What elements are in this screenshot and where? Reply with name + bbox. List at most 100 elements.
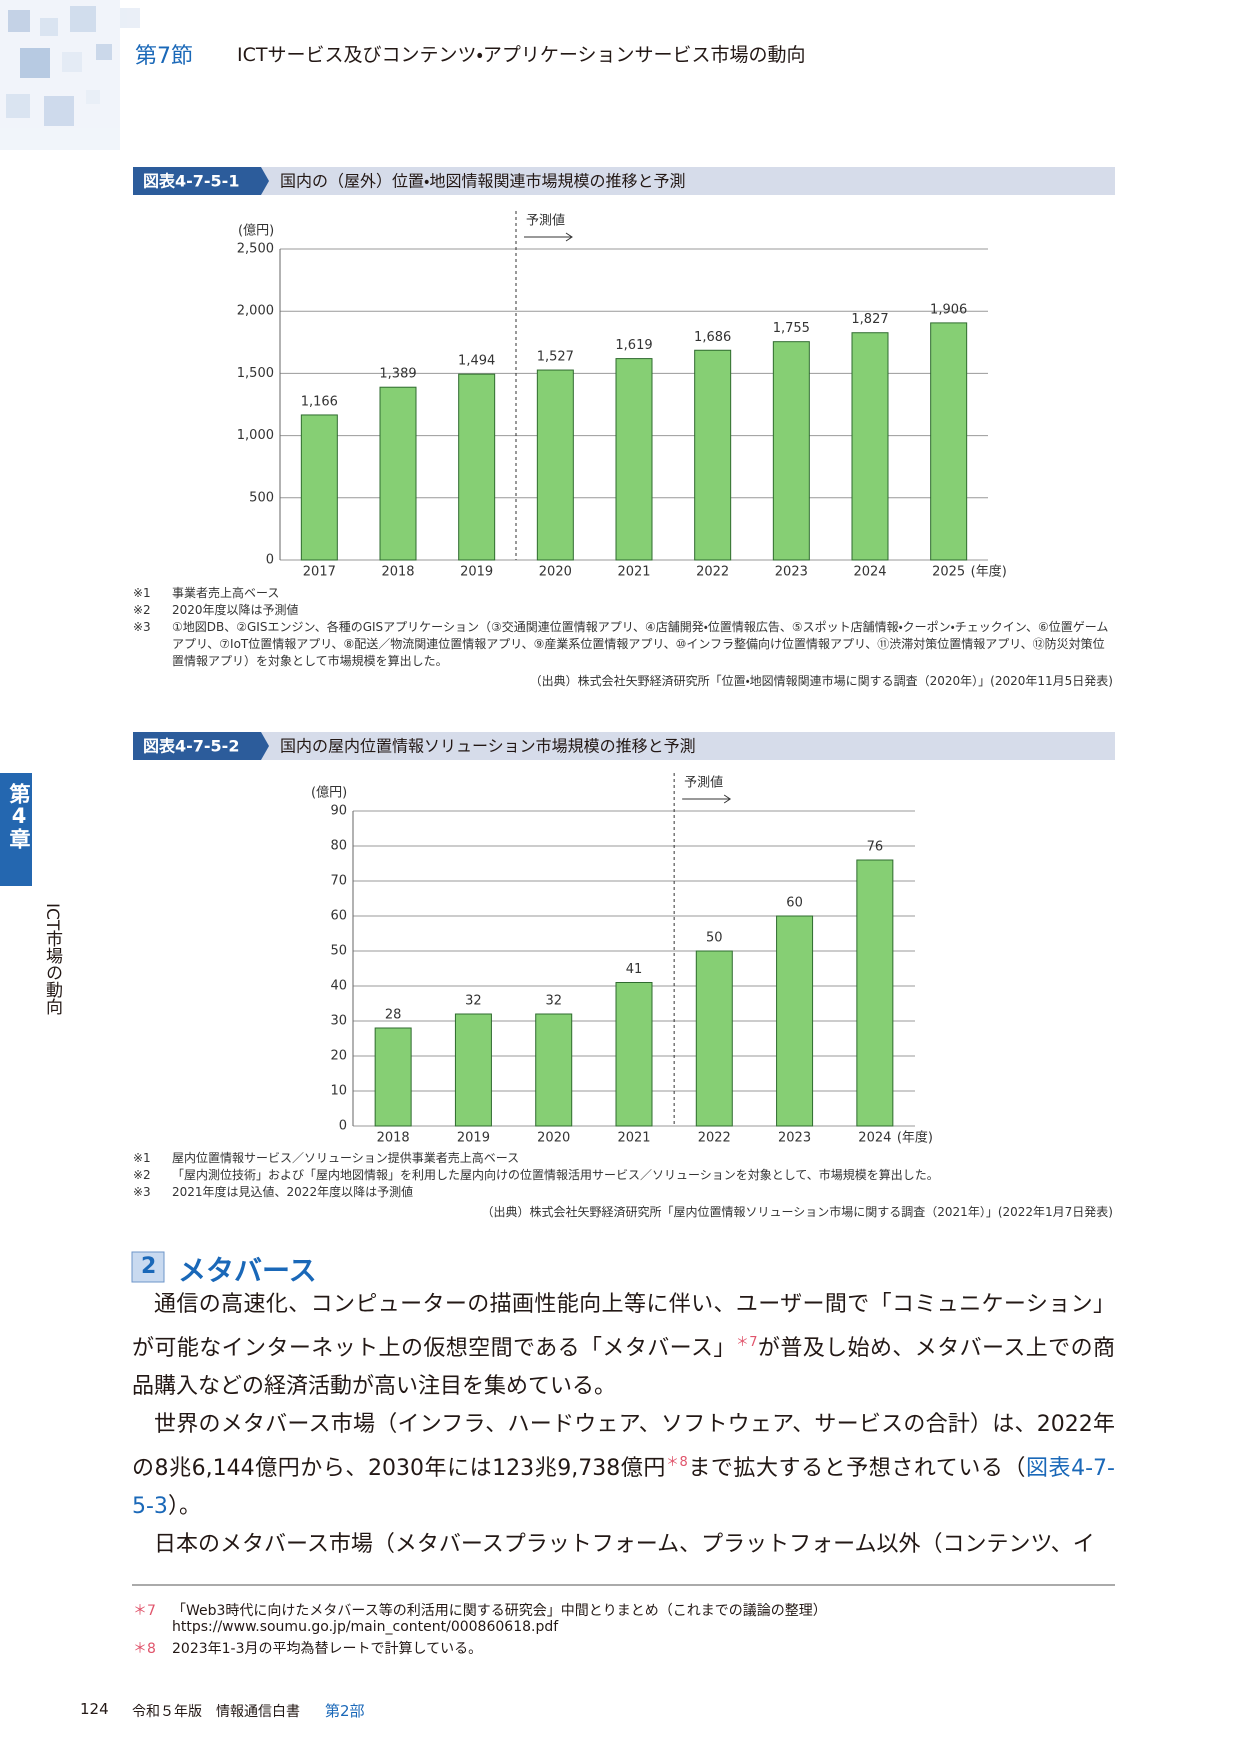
x-tick-label: 2024 [853,565,886,580]
bar [930,322,968,561]
x-tick-label: 2021 [617,565,650,580]
y-tick-label: 60 [330,909,347,924]
value-label: 32 [465,994,482,1009]
note: ※3 2021年度は見込値、2022年度以降は予測値 [133,1184,1115,1201]
x-tick-label: 2022 [698,1131,731,1146]
y-tick-label: 70 [330,874,347,889]
y-tick-label: 10 [330,1084,347,1099]
paragraph: 通信の高速化、コンピューターの描画性能向上等に伴い、ユーザー間で「コミュニケーシ… [132,1286,1115,1406]
value-label: 1,527 [537,350,574,365]
note-mark: ※2 [133,603,151,617]
text: ）。 [167,1494,201,1519]
x-tick-label: 2023 [775,565,808,580]
y-tick-label: 2,000 [237,304,274,319]
note: ※2 2020年度以降は予測値 [133,602,1115,619]
paragraph: 日本のメタバース市場（メタバースプラットフォーム、プラットフォーム以外（コンテン… [132,1526,1115,1564]
footnote-ref[interactable]: ＊7 [735,1335,758,1350]
footnote-mark: ＊8 [133,1641,156,1657]
y-tick-label: 90 [330,804,347,819]
value-label: 1,906 [930,302,967,317]
note-mark: ※1 [133,1151,151,1165]
bar [536,369,574,561]
note-mark: ※3 [133,620,151,634]
forecast-label: 予測値 [684,775,723,791]
y-tick-label: 20 [330,1049,347,1064]
value-label: 1,619 [615,338,652,353]
footnote-mark: ＊7 [133,1603,156,1619]
x-tick-label: 2017 [303,565,336,580]
x-tick-label: 2018 [377,1131,410,1146]
footnote-ref[interactable]: ＊8 [665,1455,688,1470]
y-tick-label: 0 [266,553,274,568]
x-tick-label: 2019 [457,1131,490,1146]
x-tick-label: 2021 [617,1131,650,1146]
figure-id-box [133,732,269,760]
value-label: 41 [626,962,643,977]
text: が普及し始め、メタバース上での商品購入などの経済活動が高い注目を集めている。 [132,1336,1115,1399]
forecast-arrow [682,794,732,804]
text: 日本のメタバース市場（メタバースプラットフォーム、プラットフォーム以外（コンテン… [154,1532,1095,1557]
x-unit: (年度) [971,564,1007,580]
forecast-label: 予測値 [526,213,565,229]
note-text: 事業者売上高ベース [172,586,280,600]
value-label: 1,166 [301,394,338,409]
source: （出典）株式会社矢野経済研究所「屋内位置情報ソリューション市場に関する調査（20… [481,1205,1113,1219]
x-tick-label: 2019 [460,565,493,580]
x-tick-label: 2018 [381,565,414,580]
note-text: 「屋内測位技術」および「屋内地図情報」を利用した屋内向けの位置情報活用サービス／… [172,1168,939,1182]
section-number-box [131,1251,165,1283]
y-tick-label: 2,500 [237,242,274,257]
bar [776,915,814,1127]
x-unit: (年度) [897,1130,933,1146]
value-label: 76 [867,840,884,855]
paragraph: 世界のメタバース市場（インフラ、ハードウェア、ソフトウェア、サービスの合計）は、… [132,1406,1115,1526]
bar [454,1013,492,1127]
footnote-text: https://www.soumu.go.jp/main_content/000… [172,1619,559,1635]
bar [535,1013,573,1127]
note: ※1 屋内位置情報サービス／ソリューション提供事業者売上高ベース [133,1150,1115,1167]
footnote-text: 2023年1-3月の平均為替レートで計算している。 [172,1641,483,1657]
y-unit: (億円) [311,786,347,801]
note-text: 2021年度は見込値、2022年度以降は予測値 [172,1185,414,1199]
y-tick-label: 0 [339,1119,347,1134]
bar [374,1027,412,1127]
book-title: 令和５年版 情報通信白書 [132,1704,300,1720]
section-label: 第7節 [135,44,193,69]
figure-header-bar [133,167,1115,195]
chapter-label: 第4章 [7,783,31,849]
page-number: 124 [80,1700,109,1718]
value-label: 28 [385,1008,402,1023]
side-tab [0,773,32,886]
y-tick-label: 50 [330,944,347,959]
value-label: 1,494 [458,354,495,369]
bar [772,341,810,561]
part-label: 第2部 [325,1702,365,1720]
figure-title: 国内の屋内位置情報ソリューション市場規模の推移と予測 [280,737,696,756]
bar [300,414,338,561]
bar [856,859,894,1127]
x-tick-label: 2020 [539,565,572,580]
x-tick-label: 2020 [537,1131,570,1146]
y-tick-label: 500 [249,490,274,505]
section-title: メタバース [178,1254,317,1287]
value-label: 60 [786,896,803,911]
text: 通信の高速化、コンピューターの描画性能向上等に伴い、ユーザー間で「コミュニケーシ… [132,1292,1115,1361]
y-tick-label: 1,500 [237,366,274,381]
figure-title: 国内の（屋外）位置・地図情報関連市場規模の推移と予測 [280,172,685,191]
value-label: 1,389 [379,367,416,382]
note: ※3 ①地図DB、②GISエンジン、各種のGISアプリケーション（③交通関連位置情… [133,619,1115,670]
forecast-arrow [524,232,573,242]
note: ※2 「屋内測位技術」および「屋内地図情報」を利用した屋内向けの位置情報活用サービ… [133,1167,1115,1184]
source: （出典）株式会社矢野経済研究所「位置・地図情報関連市場に関する調査（2020年）… [529,674,1113,688]
value-label: 1,755 [773,321,810,336]
note: ※1 事業者売上高ベース [133,585,1115,602]
figure-ref[interactable]: 図表4-7-5-3 [132,1456,1115,1519]
note-mark: ※3 [133,1185,151,1199]
note-text: 屋内位置情報サービス／ソリューション提供事業者売上高ベース [172,1151,520,1165]
section-number: 2 [141,1254,157,1279]
corner-decoration [0,0,140,150]
x-tick-label: 2025 [932,565,965,580]
header-title: ICTサービス及びコンテンツ・アプリケーションサービス市場の動向 [237,44,806,66]
